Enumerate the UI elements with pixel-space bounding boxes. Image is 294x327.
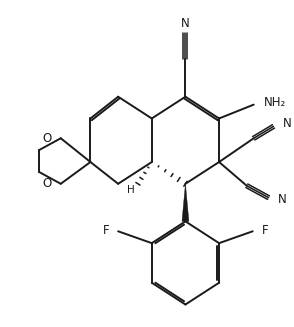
Text: NH₂: NH₂	[264, 96, 286, 109]
Text: O: O	[43, 132, 52, 145]
Text: H: H	[127, 185, 135, 195]
Text: N: N	[181, 17, 190, 30]
Text: F: F	[262, 224, 268, 237]
Text: N: N	[283, 117, 291, 130]
Text: N: N	[278, 193, 286, 206]
Polygon shape	[182, 184, 189, 221]
Text: F: F	[103, 224, 109, 237]
Text: O: O	[43, 177, 52, 190]
